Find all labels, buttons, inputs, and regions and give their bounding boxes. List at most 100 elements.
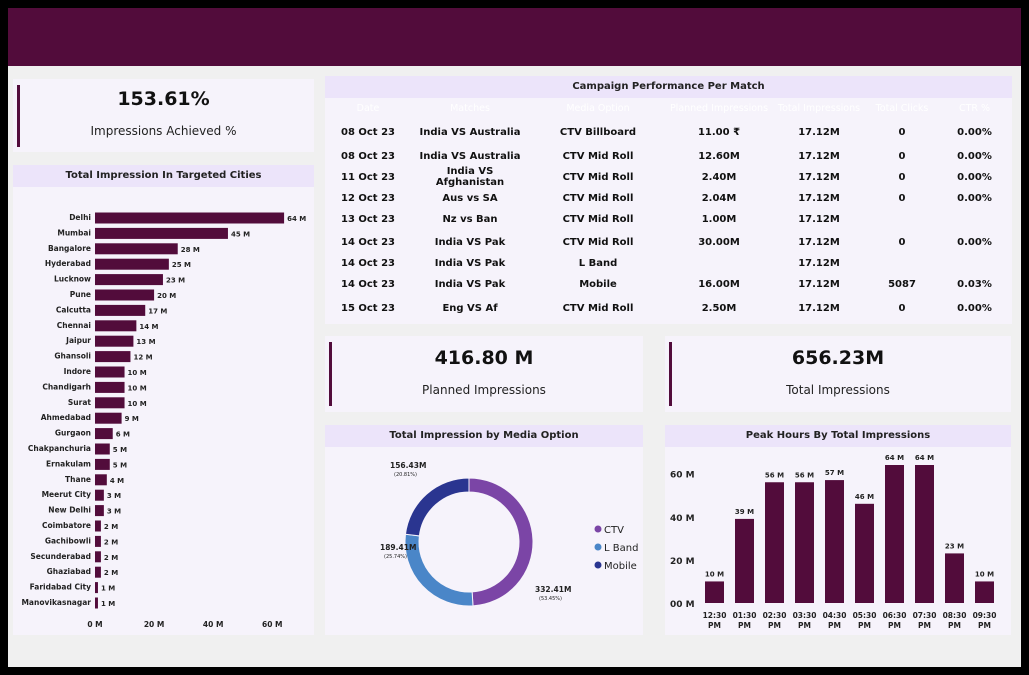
city-value-label: 4 M xyxy=(110,477,124,485)
column-header[interactable]: Planned Impressions xyxy=(669,102,769,114)
table-row[interactable]: 15 Oct 23 Eng VS Af CTV Mid Roll 2.50M 17.12… xyxy=(325,296,1012,320)
city-bar[interactable] xyxy=(95,428,113,440)
table-cell: 14 Oct 23 xyxy=(340,258,395,269)
slice-value-label: 156.43M xyxy=(390,461,426,470)
city-bar[interactable] xyxy=(95,274,163,286)
city-bar[interactable] xyxy=(95,458,110,470)
hour-tick-period: PM xyxy=(948,621,961,630)
table-row[interactable]: 08 Oct 23 India VS Australia CTV Mid Roll 1… xyxy=(325,146,1012,166)
column-header[interactable]: Media Option xyxy=(566,102,630,114)
city-bar[interactable] xyxy=(95,289,155,301)
city-value-label: 13 M xyxy=(136,338,155,346)
table-title: Campaign Performance Per Match xyxy=(325,76,1012,98)
table-cell: 14 Oct 23 xyxy=(340,279,395,290)
city-bar[interactable] xyxy=(95,520,101,532)
table-row[interactable]: 14 Oct 23 India VS Pak Mobile 16.00M 17.12M 5… xyxy=(325,273,1012,296)
table-cell: 0.00% xyxy=(957,302,992,314)
hour-bar[interactable] xyxy=(915,465,934,603)
dashboard: 153.61% Impressions Achieved % Total Imp… xyxy=(8,8,1021,667)
column-header[interactable]: Matches xyxy=(450,102,490,114)
donut-slice[interactable] xyxy=(468,477,534,607)
city-value-label: 1 M xyxy=(101,585,115,593)
city-bar[interactable] xyxy=(95,335,134,347)
column-header[interactable]: Date xyxy=(356,102,380,114)
city-bar[interactable] xyxy=(95,412,122,424)
table-row[interactable]: 14 Oct 23 India VS Pak CTV Mid Roll 30.00M 1… xyxy=(325,230,1012,254)
table-cell: 13 Oct 23 xyxy=(340,213,395,225)
table-row[interactable]: 12 Oct 23 Aus vs SA CTV Mid Roll 2.04M 17.12… xyxy=(325,188,1012,208)
table-cell: 17.12M xyxy=(798,236,840,248)
city-value-label: 12 M xyxy=(133,354,152,362)
city-bar[interactable] xyxy=(95,443,110,455)
city-bar[interactable] xyxy=(95,243,178,255)
donut-slice[interactable] xyxy=(404,477,470,537)
hour-tick-label: 02:30 xyxy=(763,611,787,620)
table-cell: 0.00% xyxy=(957,171,992,183)
city-bar[interactable] xyxy=(95,366,125,378)
hour-tick-label: 09:30 xyxy=(973,611,997,620)
city-bar[interactable] xyxy=(95,566,101,578)
legend-label[interactable]: L Band xyxy=(604,543,638,554)
hour-bar[interactable] xyxy=(825,480,844,603)
city-label: Surat xyxy=(68,398,92,407)
table-cell: 0 xyxy=(898,171,906,183)
city-bar[interactable] xyxy=(95,351,131,363)
hour-bar[interactable] xyxy=(735,518,754,603)
legend-label[interactable]: CTV xyxy=(604,525,624,536)
city-label: Calcutta xyxy=(56,305,91,314)
kpi-label: Impressions Achieved % xyxy=(90,124,237,138)
table-row[interactable]: 13 Oct 23 Nz vs Ban CTV Mid Roll 1.00M 17.12… xyxy=(325,208,1012,230)
city-value-label: 3 M xyxy=(107,492,121,500)
city-bar[interactable] xyxy=(95,304,146,316)
hour-bar[interactable] xyxy=(975,581,994,603)
hour-tick-period: PM xyxy=(768,621,781,630)
city-bar[interactable] xyxy=(95,505,104,517)
table-cell: 0 xyxy=(898,236,906,248)
city-bar[interactable] xyxy=(95,381,125,393)
city-bar[interactable] xyxy=(95,535,101,547)
hour-bar[interactable] xyxy=(945,553,964,603)
table-cell: 17.12M xyxy=(798,302,840,314)
hour-bar[interactable] xyxy=(885,465,904,603)
hour-value-label: 23 M xyxy=(945,542,964,550)
hour-bar[interactable] xyxy=(705,581,724,603)
media-donut-chart: 332.41M (53.45%) 189.41M (25.74%) 156.43M (20… xyxy=(380,461,638,607)
hour-tick-label: 05:30 xyxy=(853,611,877,620)
city-bar[interactable] xyxy=(95,474,107,486)
table-cell: CTV Mid Roll xyxy=(562,150,634,162)
table-row[interactable]: 11 Oct 23 India VS Afghanistan CTV Mid Rol… xyxy=(325,166,1012,188)
city-bar[interactable] xyxy=(95,227,228,239)
table-cell: India VS Pak xyxy=(434,236,506,248)
hour-bar[interactable] xyxy=(765,482,784,603)
city-bar[interactable] xyxy=(95,551,101,563)
hour-value-label: 39 M xyxy=(735,508,754,516)
city-bar[interactable] xyxy=(95,582,98,594)
city-bar[interactable] xyxy=(95,597,98,609)
hour-bar[interactable] xyxy=(795,482,814,603)
table-row[interactable]: 14 Oct 23 India VS Pak L Band 17.12M xyxy=(325,254,1012,273)
legend-label[interactable]: Mobile xyxy=(604,561,637,572)
table-cell xyxy=(867,254,937,273)
city-label: Mumbai xyxy=(57,228,91,237)
city-bar[interactable] xyxy=(95,489,104,501)
table-cell xyxy=(937,254,1012,273)
city-label: Manovikasnagar xyxy=(21,598,91,607)
hour-bar[interactable] xyxy=(855,503,874,603)
table-row[interactable]: 08 Oct 23 India VS Australia CTV Billboard… xyxy=(325,118,1012,146)
column-header[interactable]: CTR % xyxy=(958,102,991,114)
hour-value-label: 46 M xyxy=(855,493,874,501)
hour-tick-period: PM xyxy=(708,621,721,630)
city-label: Faridabad City xyxy=(30,583,92,592)
column-header[interactable]: Total Clicks xyxy=(875,102,929,114)
city-bar[interactable] xyxy=(95,212,285,224)
table-cell: 15 Oct 23 xyxy=(340,302,395,314)
city-bar[interactable] xyxy=(95,320,137,332)
table-cell: CTV Mid Roll xyxy=(562,302,634,314)
kpi-impressions-achieved: 153.61% Impressions Achieved % xyxy=(13,79,314,152)
city-bar[interactable] xyxy=(95,258,169,270)
y-tick-label: 00 M xyxy=(670,600,695,610)
column-header[interactable]: Total Impressions xyxy=(777,102,861,114)
hour-tick-label: 01:30 xyxy=(733,611,757,620)
table-cell: 1.00M xyxy=(701,213,737,225)
city-bar[interactable] xyxy=(95,397,125,409)
